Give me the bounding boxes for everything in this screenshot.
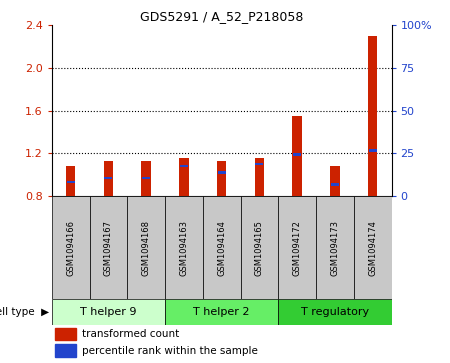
Bar (331, 183, 339, 185)
Text: GSM1094164: GSM1094164 (217, 220, 226, 276)
Bar (165, 196, 203, 299)
Text: percentile rank within the sample: percentile rank within the sample (82, 346, 258, 355)
Bar (52, 299, 165, 325)
Text: GSM1094168: GSM1094168 (142, 220, 151, 276)
Text: GSM1094172: GSM1094172 (292, 220, 302, 276)
Text: cell type  ▶: cell type ▶ (0, 307, 50, 317)
Bar (368, 36, 378, 196)
Bar (293, 153, 301, 156)
Bar (67, 181, 75, 183)
Bar (278, 196, 316, 299)
Bar (55, 328, 76, 340)
Text: GSM1094166: GSM1094166 (66, 220, 75, 276)
Text: T regulatory: T regulatory (301, 307, 369, 317)
Bar (255, 163, 263, 166)
Bar (180, 165, 188, 167)
Text: GSM1094165: GSM1094165 (255, 220, 264, 276)
Bar (278, 299, 392, 325)
Text: T helper 9: T helper 9 (80, 307, 137, 317)
Bar (165, 299, 278, 325)
Bar (292, 116, 302, 196)
Bar (369, 149, 377, 151)
Bar (127, 196, 165, 299)
Bar (354, 196, 392, 299)
Text: GSM1094174: GSM1094174 (368, 220, 377, 276)
Bar (66, 166, 75, 196)
Bar (330, 166, 340, 196)
Bar (217, 161, 226, 196)
Title: GDS5291 / A_52_P218058: GDS5291 / A_52_P218058 (140, 10, 303, 23)
Text: T helper 2: T helper 2 (194, 307, 250, 317)
Text: GSM1094173: GSM1094173 (330, 220, 339, 276)
Text: transformed count: transformed count (82, 329, 180, 339)
Bar (141, 161, 151, 196)
Bar (104, 176, 112, 179)
Bar (218, 171, 225, 174)
Bar (104, 161, 113, 196)
Text: GSM1094167: GSM1094167 (104, 220, 113, 276)
Bar (142, 176, 150, 179)
Bar (179, 158, 189, 196)
Bar (52, 196, 90, 299)
Bar (316, 196, 354, 299)
Bar (255, 158, 264, 196)
Text: GSM1094163: GSM1094163 (180, 220, 189, 276)
Bar (203, 196, 240, 299)
Bar (55, 344, 76, 357)
Bar (90, 196, 127, 299)
Bar (240, 196, 278, 299)
